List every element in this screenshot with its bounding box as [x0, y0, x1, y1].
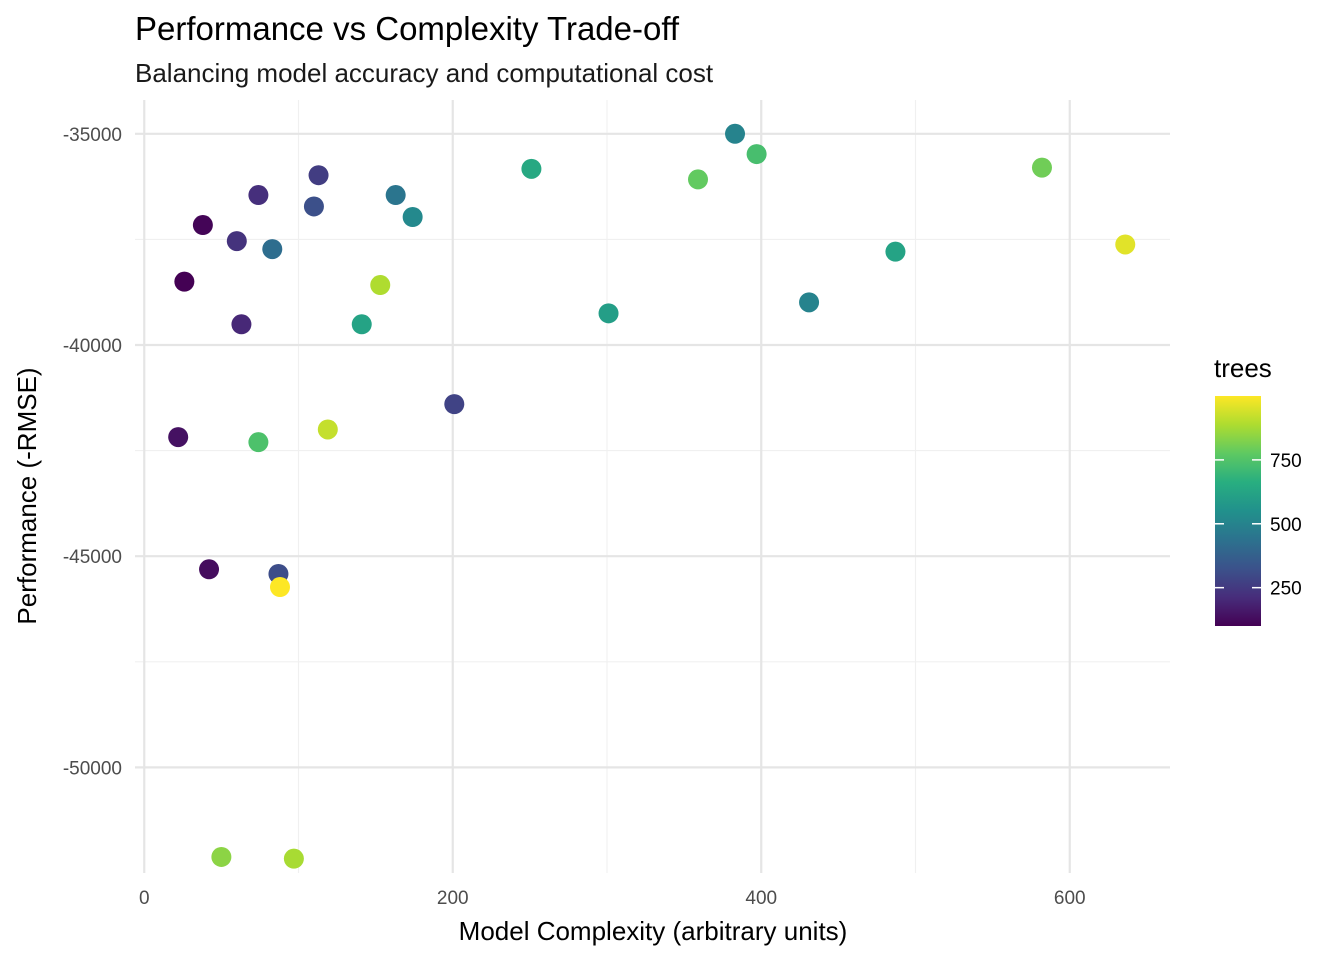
data-point	[199, 559, 220, 580]
y-axis-ticks: -35000 -40000 -45000 -50000	[63, 125, 122, 780]
data-point	[351, 314, 372, 335]
legend-break-label: 750	[1270, 451, 1302, 472]
data-point	[231, 314, 252, 335]
data-point	[725, 123, 746, 144]
data-point	[1115, 234, 1136, 255]
data-point	[308, 165, 329, 186]
data-point	[1031, 157, 1052, 178]
chart-subtitle: Balancing model accuracy and computation…	[135, 58, 714, 88]
data-point	[385, 185, 406, 206]
y-tick-label: -40000	[63, 336, 122, 357]
x-axis-ticks: 0 200 400 600	[139, 888, 1086, 909]
legend-colorbar	[1215, 396, 1261, 626]
x-tick-label: 600	[1054, 888, 1086, 909]
data-point	[688, 169, 709, 190]
legend-break-label: 500	[1270, 515, 1302, 536]
data-point	[248, 432, 269, 453]
data-point	[174, 271, 195, 292]
legend: trees 250 500 750	[1214, 353, 1302, 626]
data-point	[521, 158, 542, 179]
x-tick-label: 200	[437, 888, 469, 909]
legend-title: trees	[1214, 353, 1272, 383]
x-tick-label: 0	[139, 888, 150, 909]
data-point	[303, 196, 324, 217]
data-point	[226, 231, 247, 252]
y-tick-label: -50000	[63, 758, 122, 779]
data-point	[444, 394, 465, 415]
data-point	[248, 185, 269, 206]
data-point	[262, 239, 283, 260]
data-point	[211, 846, 232, 867]
data-point	[799, 292, 820, 313]
data-point	[317, 419, 338, 440]
data-point	[168, 427, 189, 448]
data-point	[269, 577, 290, 598]
legend-break-label: 250	[1270, 579, 1302, 600]
y-tick-label: -45000	[63, 547, 122, 568]
data-point	[598, 303, 619, 324]
y-tick-label: -35000	[63, 125, 122, 146]
grid	[135, 100, 1170, 873]
chart-title: Performance vs Complexity Trade-off	[135, 10, 680, 47]
data-point	[192, 215, 213, 236]
data-point	[283, 848, 304, 869]
data-point	[370, 275, 391, 296]
data-point	[746, 144, 767, 165]
data-point	[402, 207, 423, 228]
x-axis-title: Model Complexity (arbitrary units)	[459, 916, 848, 946]
y-axis-title: Performance (-RMSE)	[12, 367, 42, 624]
data-point	[885, 241, 906, 262]
legend-breaks: 250 500 750	[1215, 451, 1302, 600]
x-tick-label: 400	[745, 888, 777, 909]
data-points	[168, 123, 1136, 869]
